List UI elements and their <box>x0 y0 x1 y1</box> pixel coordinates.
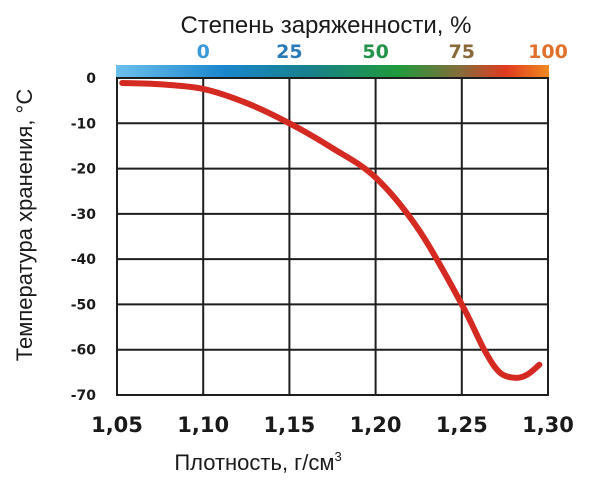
charge-gradient-bar <box>116 65 549 77</box>
charge-tick-label: 50 <box>362 41 388 63</box>
x-tick-label: 1,15 <box>263 413 315 437</box>
charge-tick-label: 100 <box>528 41 568 63</box>
chart-title: Степень заряженности, % <box>181 12 472 39</box>
y-tick-label: -60 <box>71 343 97 359</box>
temperature-curve <box>119 80 543 381</box>
charge-tick-label: 0 <box>197 41 210 63</box>
plot-frame <box>116 77 549 396</box>
y-tick-label: 0 <box>86 71 96 87</box>
x-axis-ticks: 1,05 1,10 1,15 1,20 1,25 1,30 <box>91 413 574 437</box>
y-axis-title: Температура хранения, °C <box>12 89 37 362</box>
x-tick-label: 1,25 <box>436 413 488 437</box>
charge-tick-label: 25 <box>276 41 302 63</box>
x-axis-title-superscript: 3 <box>334 449 341 464</box>
y-tick-label: -40 <box>71 252 97 268</box>
x-axis-title-main: Плотность, г/см <box>174 450 334 475</box>
y-tick-label: -50 <box>71 297 97 313</box>
y-tick-label: -20 <box>71 162 97 178</box>
x-tick-label: 1,10 <box>177 413 229 437</box>
x-axis-title: Плотность, г/см3 <box>174 449 341 475</box>
y-tick-label: -70 <box>71 388 97 404</box>
x-tick-label: 1,20 <box>350 413 402 437</box>
y-axis-ticks: 0 -10 -20 -30 -40 -50 -60 -70 <box>71 71 97 404</box>
y-tick-label: -30 <box>71 207 97 223</box>
x-tick-label: 1,05 <box>91 413 143 437</box>
y-tick-label: -10 <box>71 116 97 132</box>
charge-level-ticks: 0 25 50 75 100 <box>197 41 568 63</box>
charge-tick-label: 75 <box>449 41 475 63</box>
x-tick-label: 1,30 <box>522 413 574 437</box>
